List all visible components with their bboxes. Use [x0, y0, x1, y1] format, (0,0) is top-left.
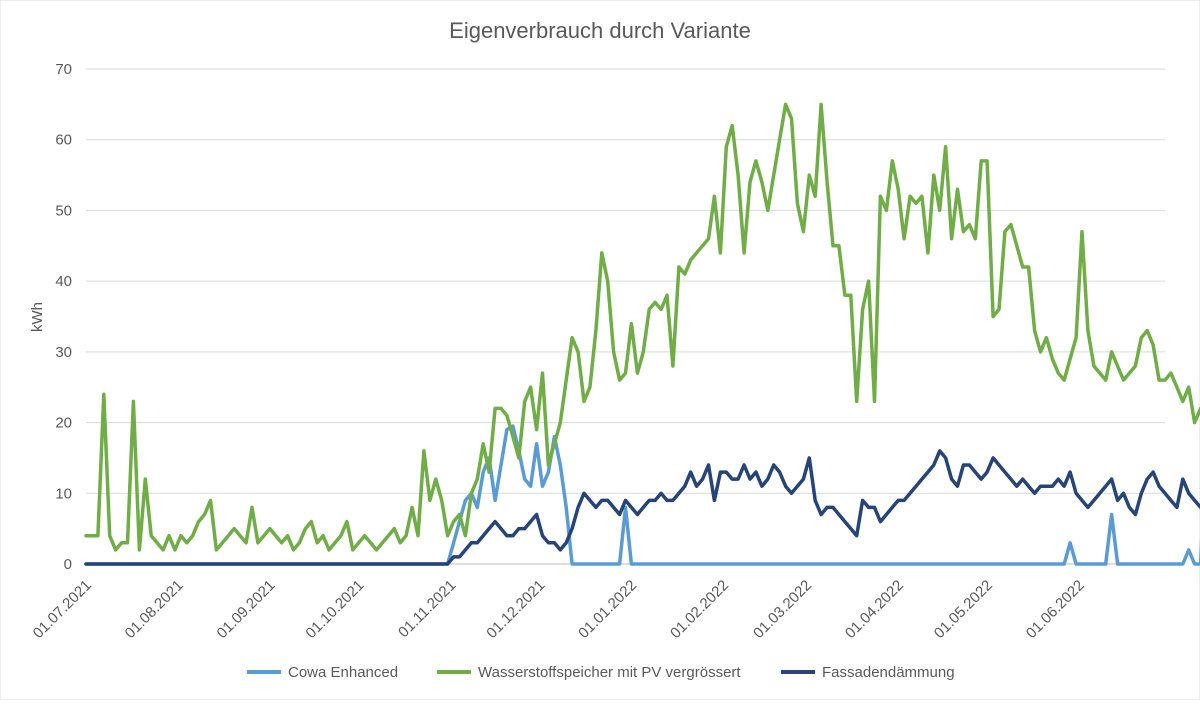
- y-tick-label: 0: [64, 556, 72, 573]
- legend-label: Fassadendämmung: [822, 664, 955, 681]
- legend-item-fassadendaemmung: Fassadendämmung: [781, 664, 955, 681]
- legend-item-cowa-enhanced: Cowa Enhanced: [247, 664, 398, 681]
- y-tick-labels: 0 10 20 30 40 50 60 70: [55, 61, 72, 573]
- y-tick-label: 70: [55, 61, 72, 78]
- legend-item-wasserstoffspeicher: Wasserstoffspeicher mit PV vergrössert: [437, 664, 741, 681]
- legend-label: Wasserstoffspeicher mit PV vergrössert: [478, 664, 741, 681]
- y-tick-label: 40: [55, 273, 72, 290]
- y-tick-label: 60: [55, 132, 72, 149]
- y-tick-label: 30: [55, 344, 72, 361]
- y-tick-label: 50: [55, 202, 72, 219]
- legend: Cowa Enhanced Wasserstoffspeicher mit PV…: [247, 664, 955, 681]
- chart-title: Eigenverbrauch durch Variante: [449, 18, 751, 43]
- series-line-1: [84, 102, 1200, 552]
- y-axis-label: kWh: [29, 302, 46, 332]
- legend-label: Cowa Enhanced: [288, 664, 398, 681]
- series-lines: [84, 102, 1200, 566]
- y-tick-label: 20: [55, 415, 72, 432]
- series-line-2: [84, 449, 1200, 566]
- y-tick-label: 10: [55, 485, 72, 502]
